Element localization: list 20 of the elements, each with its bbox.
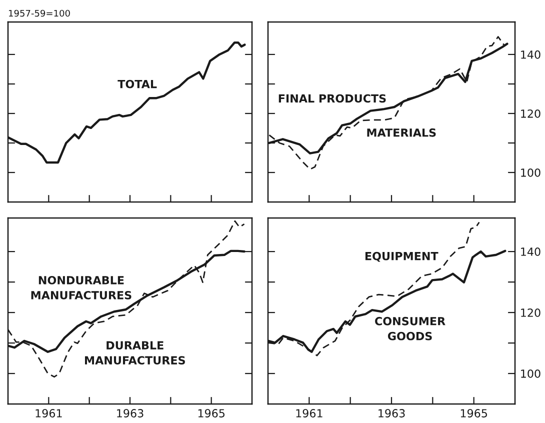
x-tick-label: 1965 — [460, 409, 487, 418]
x-tick-label: 1963 — [378, 409, 405, 418]
x-tick-label: 1961 — [36, 409, 62, 418]
x-tick-label: 1961 — [296, 409, 322, 418]
x-tick-label: 1965 — [198, 409, 224, 418]
series-label: MATERIALS — [367, 128, 436, 137]
series-label: DURABLE MANUFACTURES — [85, 341, 185, 364]
text: 1957-59=100 — [8, 10, 70, 17]
y-tick-label: 120 — [521, 109, 540, 118]
y-tick-label: 120 — [521, 308, 540, 317]
series-label: TOTAL — [118, 80, 157, 88]
series-label: EQUIPMENT — [365, 252, 438, 262]
y-tick-label: 100 — [521, 168, 540, 177]
legend-label: FINAL PRODUCTS — [278, 94, 386, 103]
y-tick-label: 140 — [521, 248, 540, 256]
y-tick-label: 100 — [521, 369, 540, 378]
series-label: CONSUMER GOODS — [375, 316, 446, 340]
x-tick-label: 1963 — [117, 409, 144, 418]
y-tick-label: 140 — [521, 50, 540, 59]
series-label: NONDURABLE MANUFACTURES — [31, 276, 132, 300]
